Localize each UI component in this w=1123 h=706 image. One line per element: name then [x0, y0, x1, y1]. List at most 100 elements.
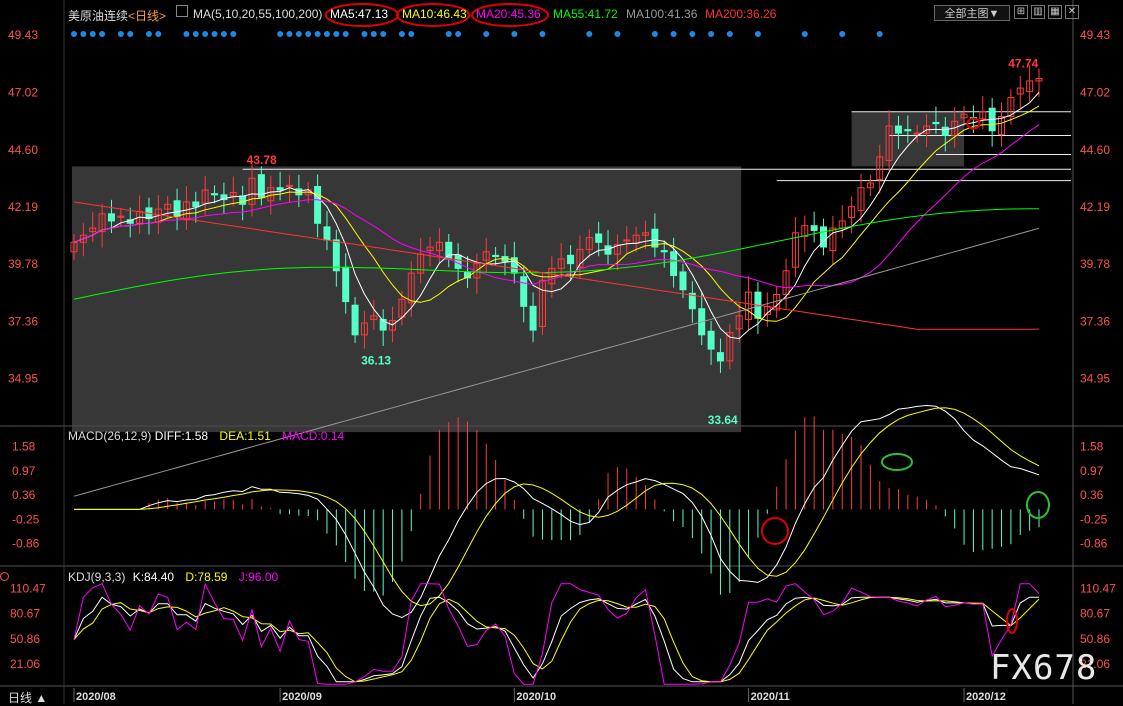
signal-dot [726, 31, 733, 37]
signal-dot [202, 31, 209, 37]
indicator-settings-icon[interactable] [0, 572, 9, 581]
candle-body [1026, 80, 1034, 93]
macd-tick-left-4: -0.86 [12, 537, 40, 551]
candle-body [642, 232, 650, 236]
settings-icon[interactable] [176, 5, 188, 17]
price-tick-left-2: 44.60 [8, 143, 38, 157]
signal-dot [670, 31, 677, 37]
swing-low-label-2: 33.64 [708, 413, 738, 427]
candle-body [117, 215, 125, 218]
macd-header: MACD(26,12,9) DIFF:1.58 DEA:1.51 MACD:0.… [68, 429, 344, 443]
candle-body [679, 271, 687, 291]
toolbar-button-1[interactable]: ⊞ [1014, 5, 1028, 19]
macd-value: MACD:0.14 [282, 429, 345, 443]
macd-diff-line [74, 404, 1040, 619]
kdj-title[interactable]: KDJ(9,3,3) [68, 570, 126, 584]
signal-dot [71, 31, 77, 37]
signal-dot [314, 31, 321, 37]
candle-body [360, 322, 368, 336]
kdj-tick-left-2: 50.86 [10, 632, 40, 646]
macd-tick-right-2: 0.36 [1080, 488, 1104, 502]
price-tick-right-6: 34.95 [1080, 372, 1110, 386]
candle-body [848, 206, 856, 218]
candle-body [492, 254, 500, 258]
macd-title[interactable]: MACD(26,12,9) [68, 429, 152, 443]
consolidation-box-1 [72, 166, 742, 433]
kdj-tick-right-1: 80.67 [1080, 607, 1110, 621]
candle-body [332, 239, 340, 272]
signal-dot [370, 31, 377, 37]
macd-highlight-circle-red [761, 517, 789, 545]
candle-body [435, 241, 443, 252]
price-tick-left-0: 49.43 [8, 28, 38, 42]
candle-body [229, 191, 237, 197]
period-tab[interactable]: 日线 ▲ [8, 689, 47, 706]
price-tick-left-1: 47.02 [8, 85, 38, 99]
price-tick-right-5: 37.36 [1080, 315, 1110, 329]
ma10-line [73, 105, 1040, 322]
candle-body [857, 187, 865, 211]
ma20-value: MA20:45.36 [476, 7, 541, 21]
candle-body [876, 156, 884, 180]
signal-dot [839, 31, 846, 37]
signal-dot [323, 31, 330, 37]
price-tick-right-2: 44.60 [1080, 143, 1110, 157]
signal-dot [211, 31, 218, 37]
signal-dot [192, 31, 199, 37]
ma100-value: MA100:41.36 [626, 7, 698, 21]
candle-body [782, 270, 790, 295]
symbol-name[interactable]: 美原油连续 [68, 9, 129, 23]
candle-body [932, 121, 940, 125]
candle-body [745, 291, 753, 320]
signal-dot [305, 31, 312, 37]
swing-high-label: 43.78 [247, 153, 277, 167]
ma55-value: MA55:41.72 [553, 7, 618, 21]
main-chart-dropdown[interactable]: 全部主图▼ [934, 5, 1010, 21]
candle-body [557, 258, 565, 269]
candle-body [998, 116, 1006, 135]
signal-dot [80, 31, 87, 37]
signal-dot [445, 31, 452, 37]
candle-body [389, 320, 397, 331]
candle-body [211, 193, 219, 196]
candle-body [192, 201, 200, 208]
kdj-j: J:96.00 [238, 570, 279, 584]
signal-dot [876, 31, 883, 37]
candle-body [735, 315, 743, 330]
macd-tick-right-4: -0.86 [1080, 537, 1108, 551]
date-tick-0: 2020/08 [76, 691, 116, 703]
candle-body [98, 213, 106, 233]
candle-body [576, 248, 584, 268]
macd-dea: DEA:1.51 [219, 429, 271, 443]
signal-dot [183, 31, 190, 37]
ma-settings[interactable]: MA(5,10,20,55,100,200) [193, 7, 323, 21]
toolbar-button-3[interactable]: ▦ [1048, 5, 1062, 19]
candle-body [201, 189, 209, 204]
price-highlight-circle [966, 117, 981, 130]
signal-dot [651, 31, 658, 37]
candle-body [866, 182, 874, 189]
signal-dot [380, 31, 387, 37]
price-tick-right-3: 42.19 [1080, 200, 1110, 214]
toolbar-button-2[interactable]: ▥ [1031, 5, 1045, 19]
signal-dot [295, 31, 302, 37]
candle-body [651, 228, 659, 248]
kdj-j-line [73, 582, 1040, 685]
candle-body [79, 234, 87, 243]
candle-body [670, 251, 678, 277]
toolbar-button-4[interactable]: ✕ [1065, 5, 1079, 19]
candle-body [267, 187, 275, 202]
candle-body [810, 225, 818, 231]
high-label: 47.74 [1008, 56, 1038, 70]
kdj-d: D:78.59 [185, 570, 228, 584]
period-label[interactable]: <日线> [128, 9, 167, 23]
candle-body [1035, 78, 1043, 82]
signal-dot [483, 31, 490, 37]
candle-body [885, 125, 893, 161]
signal-dot [277, 31, 284, 37]
candle-body [220, 194, 228, 201]
candle-body [660, 250, 668, 253]
watermark-logo: FX678 [990, 648, 1098, 688]
signal-dot [455, 31, 462, 37]
